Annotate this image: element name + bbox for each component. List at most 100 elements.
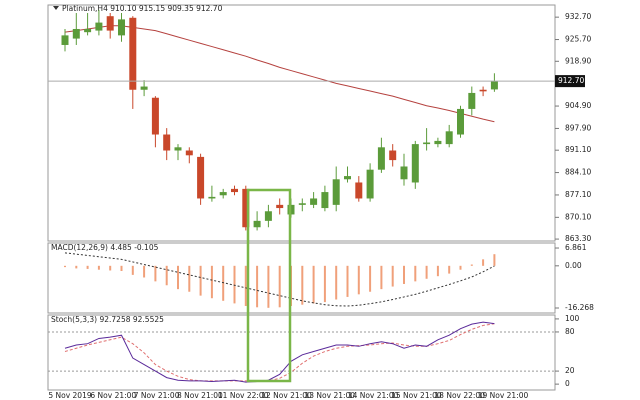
- x-tick-label: 19 Nov 21:00: [478, 391, 529, 400]
- macd-bar: [425, 265, 428, 279]
- x-tick-label: 12 Nov 21:00: [261, 391, 312, 400]
- candle-body: [276, 204, 284, 209]
- candle-body: [61, 35, 69, 45]
- candle-body: [129, 17, 137, 90]
- y-tick-label: -16.268: [565, 303, 594, 312]
- candle-body: [434, 140, 442, 145]
- main-panel: [47, 4, 556, 242]
- macd-bar: [143, 265, 146, 278]
- macd-bar: [165, 265, 168, 286]
- x-tick-label: 13 Nov 21:00: [305, 391, 356, 400]
- candle-body: [197, 156, 205, 199]
- macd-bar: [131, 265, 134, 275]
- macd-bar: [323, 265, 326, 303]
- candle-body: [366, 169, 374, 199]
- main-title: Platinum,H4 910.10 915.15 909.35 912.70: [62, 4, 223, 13]
- candle-body: [264, 211, 272, 221]
- candle-body: [332, 179, 340, 205]
- candle-body: [490, 81, 498, 90]
- y-tick-label: 20: [565, 366, 575, 375]
- macd-bar: [414, 265, 417, 282]
- macd-signal: [64, 252, 495, 307]
- macd-bar: [482, 259, 485, 266]
- candle-body: [185, 150, 193, 156]
- stoch-panel: [47, 314, 556, 391]
- candle-body: [84, 28, 92, 33]
- macd-bar: [357, 265, 360, 295]
- macd-bar: [120, 265, 123, 271]
- candle-body: [242, 188, 250, 228]
- candle-body: [321, 192, 329, 209]
- candle-body: [344, 176, 351, 180]
- macd-bar: [278, 265, 281, 308]
- macd-bar: [312, 265, 315, 304]
- macd-bar: [177, 265, 179, 290]
- y-tick-label: 918.90: [565, 56, 591, 65]
- candle-body: [298, 203, 306, 205]
- x-tick-label: 5 Nov 2019: [48, 391, 91, 400]
- macd-bar: [244, 265, 247, 306]
- y-tick-label: 904.90: [565, 101, 591, 110]
- y-tick-label: 870.10: [565, 212, 591, 221]
- y-tick-label: 925.70: [565, 35, 591, 44]
- x-tick-label: 11 Nov 22:00: [218, 391, 269, 400]
- macd-bar: [64, 265, 66, 268]
- macd-panel: [47, 242, 556, 314]
- x-tick-label: 18 Nov 22:00: [434, 391, 485, 400]
- candle-body: [219, 192, 227, 196]
- candle-body: [231, 188, 238, 193]
- candle-body: [389, 150, 397, 161]
- macd-bar: [154, 265, 157, 282]
- y-tick-label: 6.861: [565, 243, 587, 252]
- candle-body: [411, 144, 419, 183]
- candle-body: [163, 134, 171, 151]
- highlight-box: [246, 188, 292, 383]
- macd-bar: [493, 254, 496, 266]
- x-tick-label: 6 Nov 21:00: [90, 391, 136, 400]
- moving-average: [64, 25, 495, 123]
- macd-bar: [346, 265, 349, 297]
- candle-body: [400, 166, 408, 180]
- macd-bar: [369, 265, 372, 292]
- last-price-label: 912.70: [558, 76, 584, 85]
- macd-bar: [86, 265, 89, 269]
- last-price-box: [555, 75, 585, 88]
- candle-body: [106, 16, 114, 31]
- candle-body: [445, 131, 453, 145]
- candle-body: [423, 142, 431, 145]
- candle-body: [377, 147, 385, 170]
- macd-bar: [459, 265, 462, 270]
- macd-bar: [436, 265, 439, 277]
- y-tick-label: 932.70: [565, 12, 591, 21]
- macd-bar: [380, 265, 383, 290]
- macd-bar: [448, 265, 451, 274]
- y-tick-label: 897.90: [565, 123, 591, 132]
- macd-bar: [335, 265, 338, 300]
- candle-body: [479, 89, 487, 92]
- macd-bar: [75, 265, 78, 269]
- candle-body: [253, 220, 261, 228]
- macd-bar: [233, 265, 236, 304]
- macd-bar: [301, 265, 304, 305]
- macd-bar: [199, 265, 202, 296]
- y-tick-label: 0.00: [565, 261, 582, 270]
- menu-arrow[interactable]: [53, 6, 59, 10]
- candle-body: [118, 19, 125, 36]
- y-tick-label: 891.10: [565, 145, 591, 154]
- y-tick-label: 877.10: [565, 190, 591, 199]
- y-tick-label: 100: [565, 314, 580, 323]
- plot-layer: 932.70 925.70 918.90 904.90 897.90 891.10 884.…: [48, 9, 594, 400]
- candle-body: [140, 86, 148, 90]
- x-tick-label: 14 Nov 21:00: [348, 391, 399, 400]
- macd-bar: [267, 265, 270, 308]
- macd-bar: [403, 265, 405, 284]
- macd-bar: [256, 265, 259, 308]
- candle-body: [151, 97, 159, 135]
- x-tick-label: 7 Nov 21:00: [134, 391, 180, 400]
- y-tick-label: 0: [565, 379, 570, 388]
- macd-bar: [391, 265, 394, 287]
- x-tick-label: 15 Nov 21:00: [391, 391, 442, 400]
- macd-bar: [210, 265, 213, 299]
